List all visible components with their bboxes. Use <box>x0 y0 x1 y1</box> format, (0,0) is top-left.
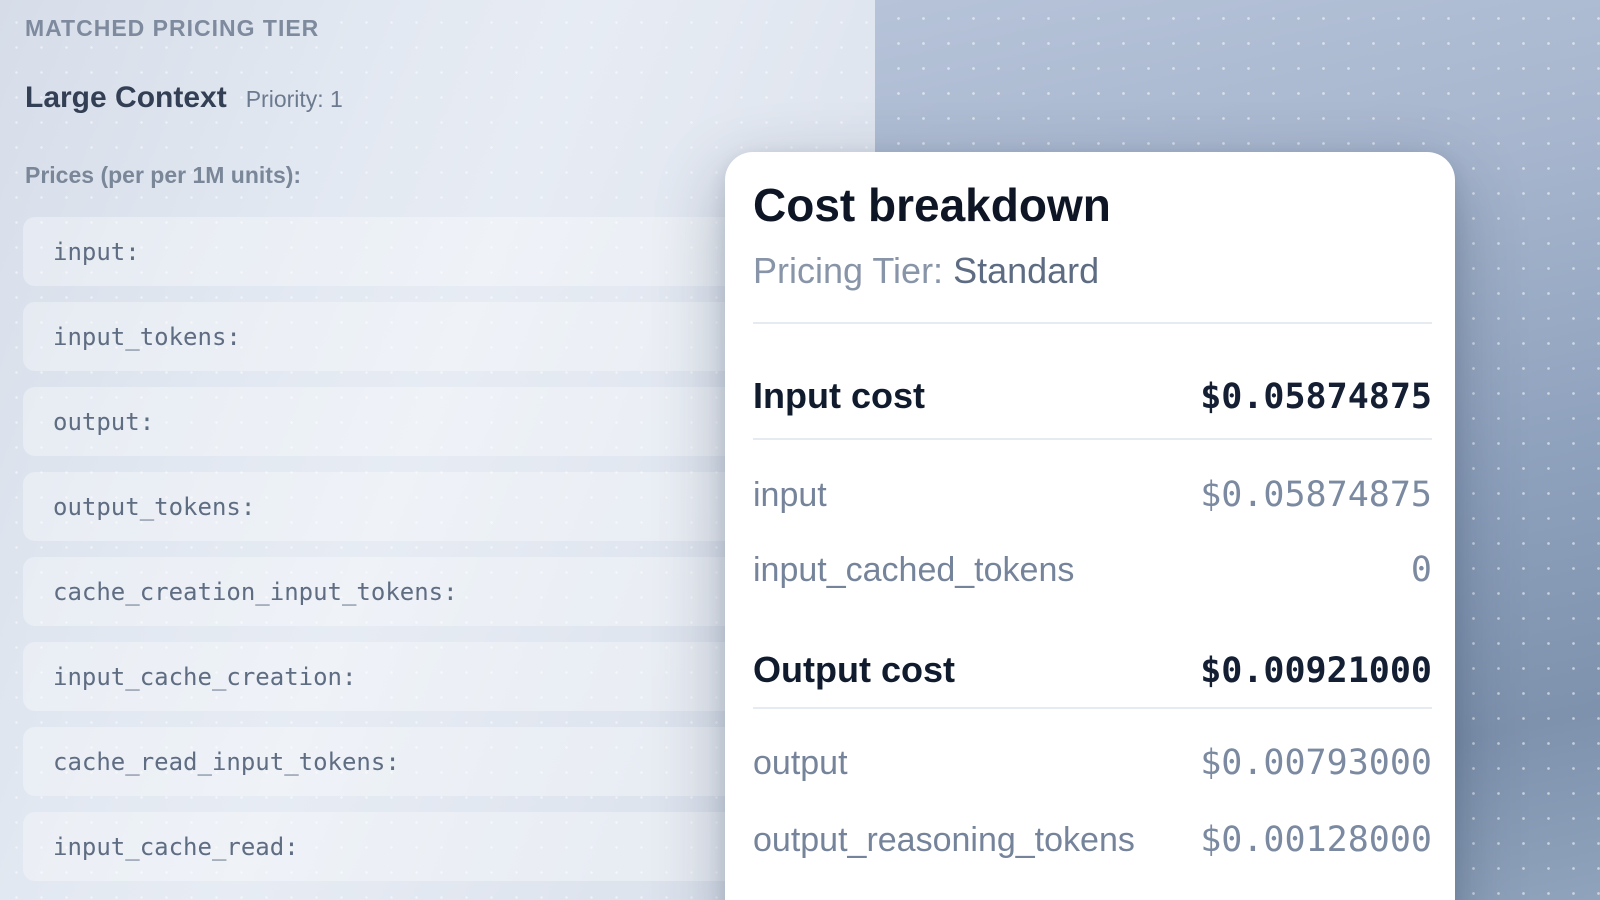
input-cost-section-row: Input cost $0.05874875 <box>753 376 1432 417</box>
price-field-label: output: <box>53 407 155 436</box>
price-field-row: output: <box>23 387 853 456</box>
price-field-label: input_cache_read: <box>53 832 299 861</box>
price-field-label: input_tokens: <box>53 322 241 351</box>
price-field-row: cache_creation_input_tokens: <box>23 557 853 626</box>
cost-breakdown-card: Cost breakdown Pricing Tier: Standard In… <box>725 152 1455 900</box>
divider <box>753 438 1432 441</box>
detail-value: $0.00128000 <box>1200 820 1432 861</box>
price-field-row: output_tokens: <box>23 472 853 541</box>
output-cost-section-row: Output cost $0.00921000 <box>753 650 1432 691</box>
detail-label: output <box>753 743 848 782</box>
detail-value: 0 <box>1410 549 1432 590</box>
detail-row: input_cached_tokens 0 <box>753 551 1432 590</box>
section-label: Output cost <box>753 649 955 691</box>
price-field-row: cache_read_input_tokens: <box>23 727 853 796</box>
tier-name: Large Context <box>25 81 227 114</box>
section-label: Input cost <box>753 374 925 416</box>
prices-heading: Prices (per per 1M units): <box>25 162 302 188</box>
price-field-row: input_cache_read: <box>23 812 853 881</box>
detail-value: $0.00793000 <box>1200 742 1432 783</box>
detail-row: output $0.00793000 <box>753 744 1432 783</box>
pricing-tier-label: Pricing Tier: <box>753 250 944 291</box>
detail-value: $0.05874875 <box>1200 475 1432 516</box>
pricing-tier-value: Standard <box>953 250 1100 291</box>
divider <box>753 706 1432 709</box>
detail-row: input $0.05874875 <box>753 476 1432 515</box>
price-field-row: input_cache_creation: <box>23 642 853 711</box>
price-field-list: input: input_tokens: output: output_toke… <box>23 217 853 897</box>
card-title: Cost breakdown <box>753 179 1111 231</box>
tier-priority: Priority: 1 <box>245 86 343 112</box>
detail-row: output_reasoning_tokens $0.00128000 <box>753 821 1432 860</box>
price-field-label: output_tokens: <box>53 492 256 521</box>
pricing-tier-line: Pricing Tier: Standard <box>753 250 1432 291</box>
section-value: $0.05874875 <box>1200 376 1432 417</box>
divider <box>753 321 1432 324</box>
price-field-row: input_tokens: <box>23 302 853 371</box>
price-field-label: cache_creation_input_tokens: <box>53 577 458 606</box>
detail-label: input_cached_tokens <box>753 550 1075 589</box>
detail-label: input <box>753 476 827 515</box>
price-field-label: cache_read_input_tokens: <box>53 747 400 776</box>
detail-label: output_reasoning_tokens <box>753 821 1135 860</box>
price-field-label: input: <box>53 237 140 266</box>
price-field-row: input: <box>23 217 853 286</box>
matched-pricing-tier-heading: MATCHED PRICING TIER <box>25 15 320 41</box>
price-field-label: input_cache_creation: <box>53 662 357 691</box>
tier-line: Large Context Priority: 1 <box>25 81 343 115</box>
section-value: $0.00921000 <box>1200 651 1432 692</box>
